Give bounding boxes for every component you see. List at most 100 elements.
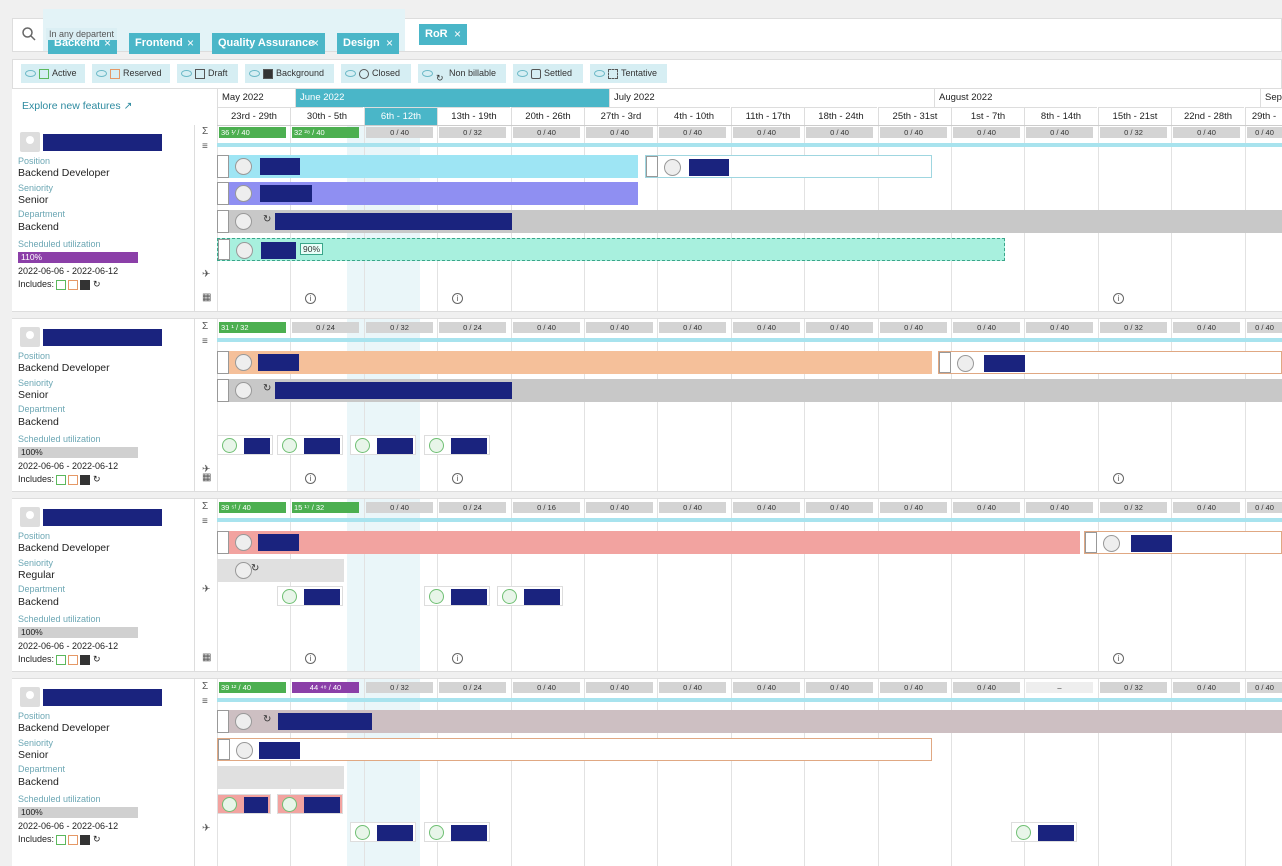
sum-icon[interactable]: Σ (202, 501, 209, 512)
calendar-icon[interactable]: ▦ (202, 292, 212, 303)
sort-icon[interactable]: ≡ (202, 141, 208, 152)
booking-bar[interactable] (217, 351, 932, 374)
filter-bar: Backend × Frontend × Quality Assurance × De… (12, 9, 1282, 54)
booking-bar[interactable] (217, 531, 1080, 554)
capacity-cell: 0 / 40 (806, 322, 873, 333)
sum-icon[interactable]: Σ (202, 126, 209, 137)
week-header-cell[interactable]: 27th - 3rd (584, 107, 657, 125)
assignment-chip[interactable] (217, 794, 271, 814)
sort-icon[interactable]: ≡ (202, 696, 208, 707)
week-header-cell[interactable]: 11th - 17th (731, 107, 804, 125)
week-header-cell[interactable]: 22nd - 28th (1171, 107, 1244, 125)
assignment-chip[interactable] (350, 822, 416, 842)
info-icon[interactable]: i (305, 653, 316, 664)
week-header-cell[interactable]: 8th - 14th (1024, 107, 1097, 125)
sum-icon[interactable]: Σ (202, 681, 209, 692)
non-billable-icon: ↻ (436, 72, 444, 83)
assignment-chip[interactable] (424, 586, 490, 606)
sort-icon[interactable]: ≡ (202, 516, 208, 527)
close-icon[interactable]: × (186, 36, 194, 50)
week-header-cell[interactable]: 6th - 12th (364, 107, 437, 125)
capacity-cell: 39 ¹² / 40 (219, 682, 286, 693)
search-icon[interactable] (21, 26, 37, 42)
chip-design[interactable]: Design × (337, 33, 399, 54)
eye-icon (345, 70, 356, 78)
booking-bar[interactable] (938, 351, 1282, 374)
legend-draft[interactable]: Draft (177, 64, 238, 83)
assignment-chip[interactable] (424, 435, 490, 455)
info-icon[interactable]: i (452, 653, 463, 664)
booking-bar[interactable] (217, 155, 638, 178)
booking-bar[interactable]: 90% (217, 238, 1005, 261)
week-header-cell[interactable]: 4th - 10th (657, 107, 730, 125)
person-name[interactable] (43, 689, 162, 706)
close-icon[interactable]: × (311, 36, 319, 50)
booking-bar[interactable] (645, 155, 932, 178)
assignment-name (377, 825, 413, 841)
flight-icon[interactable]: ✈ (202, 269, 211, 280)
booking-bar[interactable]: ↻ (217, 559, 344, 582)
legend-active[interactable]: Active (21, 64, 85, 83)
person-name[interactable] (43, 509, 162, 526)
legend-settled[interactable]: Settled (513, 64, 583, 83)
legend-background[interactable]: Background (245, 64, 334, 83)
booking-bar[interactable] (217, 738, 932, 761)
info-icon[interactable]: i (1113, 293, 1124, 304)
week-header-cell[interactable]: 25th - 31st (878, 107, 951, 125)
explore-features-link[interactable]: Explore new features ↗ (22, 100, 132, 112)
empty-slot (217, 766, 344, 789)
assignment-chip[interactable] (217, 435, 273, 455)
assignment-chip[interactable] (277, 794, 343, 814)
week-header-cell[interactable]: 29th - 4th (1245, 107, 1282, 140)
info-icon[interactable]: i (452, 473, 463, 484)
chip-frontend[interactable]: Frontend × (129, 33, 200, 54)
close-icon[interactable]: × (453, 27, 461, 41)
info-icon[interactable]: i (305, 293, 316, 304)
legend-non-billable[interactable]: ↻ Non billable (418, 64, 506, 83)
chip-quality-assurance[interactable]: Quality Assurance × (212, 33, 325, 54)
calendar-icon[interactable]: ▦ (202, 652, 212, 663)
booking-bar[interactable]: ↻ (217, 710, 1282, 733)
close-icon[interactable]: × (103, 36, 111, 50)
chip-ror[interactable]: RoR × (419, 24, 467, 45)
week-header-cell[interactable]: 13th - 19th (437, 107, 510, 125)
week-header-cell[interactable]: 1st - 7th (951, 107, 1024, 125)
info-icon[interactable]: i (1113, 653, 1124, 664)
sort-icon[interactable]: ≡ (202, 336, 208, 347)
legend-reserved[interactable]: Reserved (92, 64, 170, 83)
capacity-cell: 0 / 40 (733, 322, 800, 333)
assignment-chip[interactable] (277, 586, 343, 606)
week-header-cell[interactable]: 15th - 21st (1098, 107, 1171, 125)
week-header-cell[interactable]: 23rd - 29th (217, 107, 290, 125)
week-header-cell[interactable]: 30th - 5th (290, 107, 363, 125)
person-name[interactable] (43, 329, 162, 346)
info-icon[interactable]: i (452, 293, 463, 304)
assignment-chip[interactable] (497, 586, 563, 606)
capacity-cell: 0 / 40 (1026, 322, 1093, 333)
legend-closed[interactable]: Closed (341, 64, 411, 83)
person-name[interactable] (43, 134, 162, 151)
flight-icon[interactable]: ✈ (202, 584, 211, 595)
flight-icon[interactable]: ✈ (202, 464, 211, 475)
booking-bar[interactable]: ↻ (217, 210, 1282, 233)
legend-tentative[interactable]: Tentative (590, 64, 667, 83)
assignment-chip[interactable] (350, 435, 416, 455)
info-icon[interactable]: i (305, 473, 316, 484)
booking-bar[interactable] (217, 182, 638, 205)
info-icon[interactable]: i (1113, 473, 1124, 484)
seniority-label: Seniority (18, 558, 54, 568)
calendar-icon[interactable]: ▦ (202, 472, 212, 483)
booking-bar[interactable] (1084, 531, 1282, 554)
assignment-chip[interactable] (424, 822, 490, 842)
seniority-label: Seniority (18, 183, 54, 193)
assignment-chip[interactable] (277, 435, 343, 455)
week-header-cell[interactable]: 20th - 26th (511, 107, 584, 125)
flight-icon[interactable]: ✈ (202, 823, 211, 834)
seniority-value: Senior (18, 389, 49, 401)
booking-bar[interactable]: ↻ (217, 379, 1282, 402)
explore-label: Explore new features (22, 100, 121, 112)
close-icon[interactable]: × (385, 36, 393, 50)
week-header-cell[interactable]: 18th - 24th (804, 107, 877, 125)
sum-icon[interactable]: Σ (202, 321, 209, 332)
assignment-chip[interactable] (1011, 822, 1077, 842)
